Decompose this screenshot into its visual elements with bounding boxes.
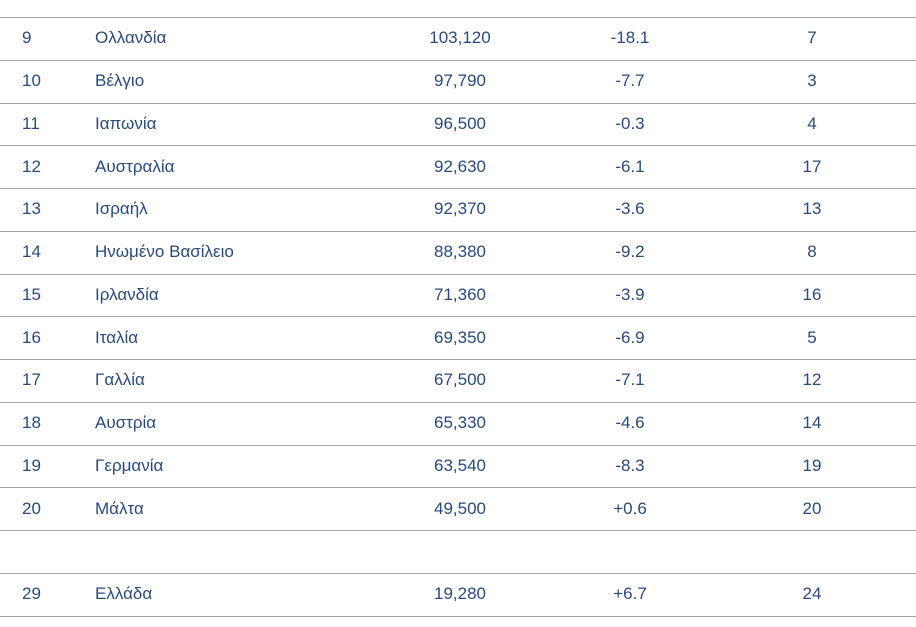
value: 92,370 — [434, 199, 486, 219]
change: +0.6 — [613, 498, 647, 518]
row-divider — [0, 445, 916, 446]
country: Γαλλία — [95, 370, 145, 390]
previous-rank: 8 — [807, 242, 817, 262]
value: 96,500 — [434, 113, 486, 133]
row-divider — [0, 188, 916, 189]
rank: 10 — [22, 71, 41, 91]
change: -6.1 — [615, 156, 645, 176]
value: 63,540 — [434, 455, 486, 475]
change: -18.1 — [610, 28, 650, 48]
value: 71,360 — [434, 284, 486, 304]
rank: 9 — [22, 28, 32, 48]
row-divider — [0, 573, 916, 574]
rank: 11 — [22, 113, 40, 133]
country: Ελλάδα — [95, 584, 153, 604]
rank: 20 — [22, 498, 41, 518]
row-divider — [0, 145, 916, 146]
country: Ιαπωνία — [95, 113, 157, 133]
row-divider — [0, 316, 916, 317]
country: Αυστραλία — [95, 156, 175, 176]
row-divider — [0, 402, 916, 403]
row-divider — [0, 103, 916, 104]
previous-rank: 4 — [807, 113, 817, 133]
country: Αυστρία — [95, 413, 157, 433]
rank: 17 — [22, 370, 41, 390]
row-divider — [0, 17, 916, 18]
rank: 14 — [22, 242, 41, 262]
rank: 18 — [22, 413, 41, 433]
previous-rank: 24 — [802, 584, 822, 604]
row-divider — [0, 530, 916, 531]
country: Ηνωμένο Βασίλειο — [95, 242, 234, 262]
previous-rank: 12 — [802, 370, 822, 390]
value: 67,500 — [434, 370, 486, 390]
row-divider — [0, 359, 916, 360]
row-divider — [0, 487, 916, 488]
change: -7.1 — [615, 370, 645, 390]
previous-rank: 7 — [807, 28, 817, 48]
previous-rank: 5 — [807, 327, 817, 347]
previous-rank: 17 — [802, 156, 822, 176]
previous-rank: 13 — [802, 199, 822, 219]
country: Ισραήλ — [95, 199, 148, 219]
row-divider — [0, 60, 916, 61]
change: -6.9 — [615, 327, 645, 347]
change: +6.7 — [613, 584, 647, 604]
change: -3.6 — [615, 199, 645, 219]
rank: 12 — [22, 156, 41, 176]
country: Βέλγιο — [95, 71, 145, 91]
row-divider — [0, 231, 916, 232]
value: 65,330 — [434, 413, 486, 433]
value: 92,630 — [434, 156, 486, 176]
country: Ολλανδία — [95, 28, 167, 48]
previous-rank: 16 — [802, 284, 822, 304]
previous-rank: 20 — [802, 498, 822, 518]
change: -8.3 — [615, 455, 645, 475]
rank: 15 — [22, 284, 41, 304]
change: -0.3 — [615, 113, 645, 133]
change: -7.7 — [615, 71, 645, 91]
value: 103,120 — [429, 28, 491, 48]
previous-rank: 14 — [802, 413, 822, 433]
rank: 19 — [22, 455, 41, 475]
value: 19,280 — [434, 584, 486, 604]
row-divider — [0, 274, 916, 275]
country: Ιρλανδία — [95, 284, 159, 304]
rank: 16 — [22, 327, 41, 347]
change: -9.2 — [615, 242, 645, 262]
value: 49,500 — [434, 498, 486, 518]
previous-rank: 19 — [802, 455, 822, 475]
value: 69,350 — [434, 327, 486, 347]
rank: 13 — [22, 199, 41, 219]
row-divider — [0, 616, 916, 617]
country: Γερμανία — [95, 455, 164, 475]
country: Ιταλία — [95, 327, 139, 347]
rank: 29 — [22, 584, 41, 604]
value: 97,790 — [434, 71, 486, 91]
value: 88,380 — [434, 242, 486, 262]
change: -4.6 — [615, 413, 645, 433]
previous-rank: 3 — [807, 71, 817, 91]
change: -3.9 — [615, 284, 645, 304]
country: Μάλτα — [95, 498, 144, 518]
